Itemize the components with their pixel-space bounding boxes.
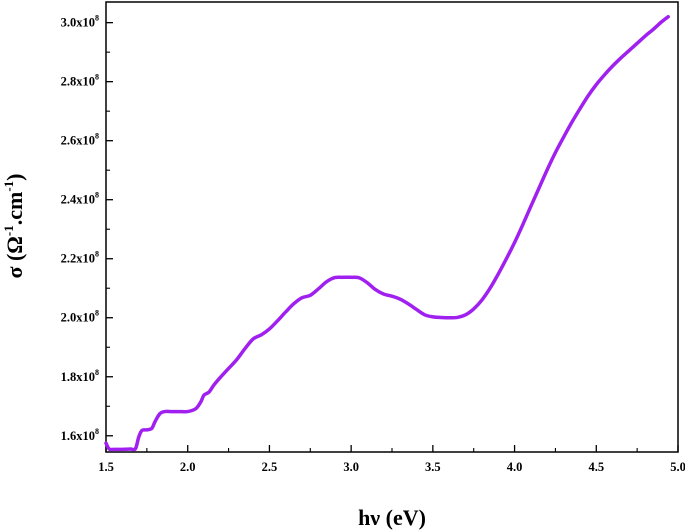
x-tick-label: 3.5 [425,460,441,474]
x-tick-label: 2.0 [180,460,196,474]
series-line [104,15,670,452]
axis-ticks [105,22,679,452]
y-tick-label: 2.8x108 [61,73,99,89]
y-tick-label: 1.6x108 [61,427,99,443]
x-tick-label: 1.5 [98,460,114,474]
y-tick-label: 2.6x108 [61,132,99,148]
y-tick-label: 3.0x108 [61,14,99,30]
x-axis-title: hν (eV) [358,505,426,530]
y-tick-label: 2.4x108 [61,191,99,207]
y-tick-label: 2.0x108 [61,309,99,325]
x-tick-label: 5.0 [670,460,685,474]
x-tick-label: 4.0 [507,460,523,474]
axis-tick-labels: 1.5 2.0 2.5 3.0 3.5 4.0 4.5 5.0 1.6x108 1.8x108 2.… [61,14,685,474]
x-tick-label: 4.5 [588,460,604,474]
plot-frame [105,1,679,453]
y-axis-title: σ (Ω-1.cm-1) [1,173,27,278]
x-tick-label: 3.0 [343,460,359,474]
y-tick-label: 1.8x108 [61,368,99,384]
y-tick-label: 2.2x108 [61,250,99,266]
x-tick-label: 2.5 [262,460,278,474]
